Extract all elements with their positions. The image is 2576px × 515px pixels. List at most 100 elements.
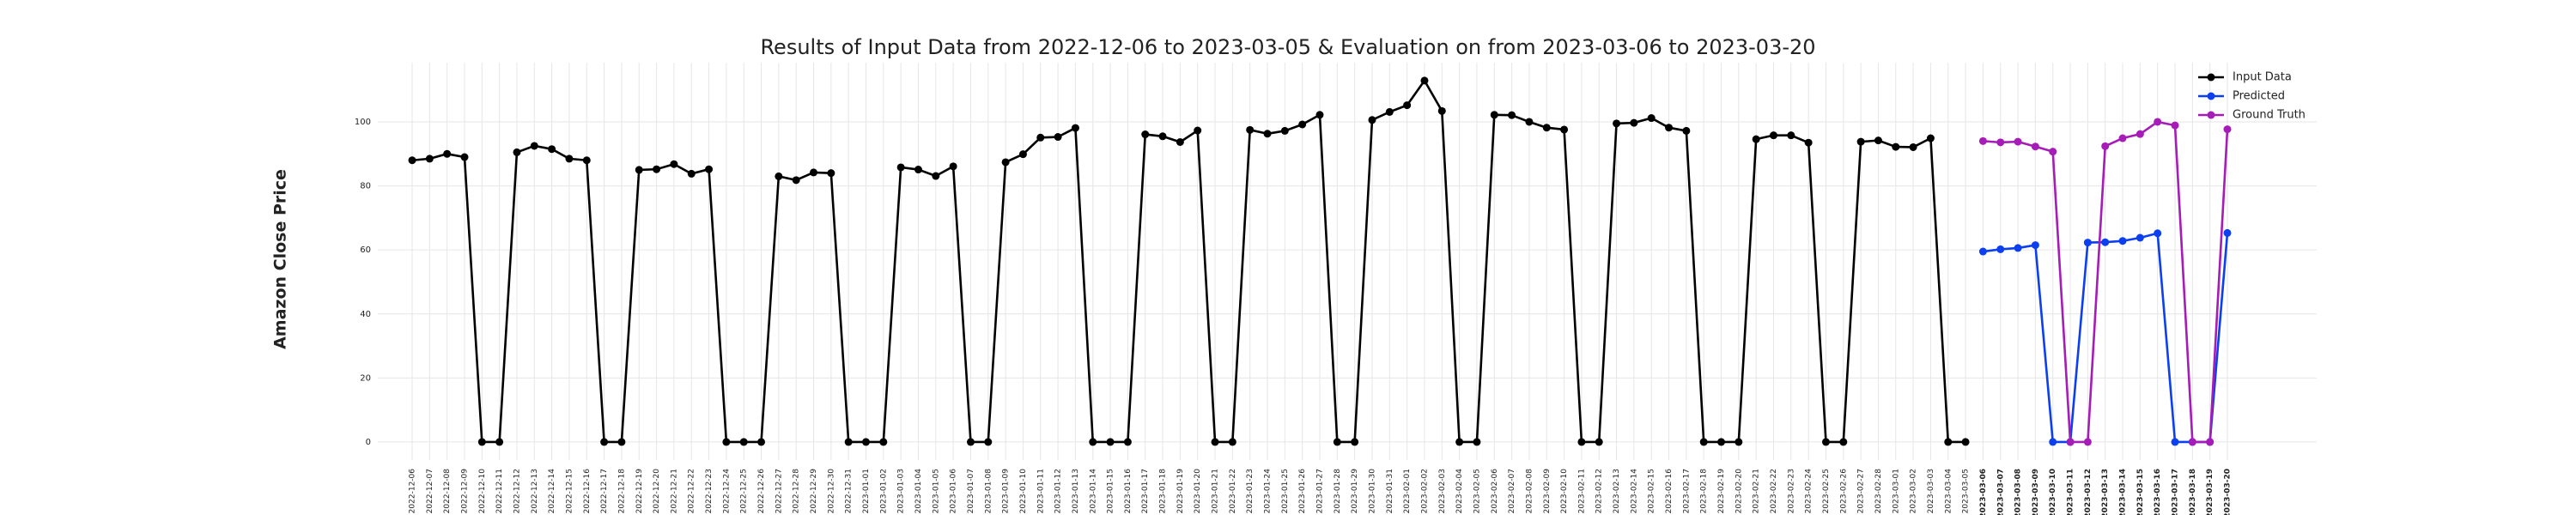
data-point: [1176, 137, 1184, 146]
data-point: [1455, 438, 1464, 446]
x-tick-label: 2022-12-26: [757, 469, 766, 514]
data-point: [1717, 438, 1726, 446]
x-tick-label: 2023-01-23: [1246, 469, 1255, 513]
x-tick-label: 2023-01-27: [1316, 469, 1325, 513]
data-point: [443, 149, 452, 158]
x-tick-label: 2023-01-28: [1334, 469, 1342, 514]
x-tick-label: 2023-02-05: [1473, 469, 1481, 513]
data-point: [513, 148, 521, 156]
data-point: [1123, 438, 1132, 446]
x-tick-label: 2022-12-08: [443, 469, 452, 514]
x-tick-label: 2023-03-01: [1892, 469, 1900, 513]
y-tick-label: 100: [355, 118, 371, 127]
data-point: [477, 438, 486, 446]
data-point: [1246, 125, 1255, 134]
x-tick-label: 2023-02-20: [1735, 469, 1743, 514]
data-point: [1385, 107, 1394, 116]
data-point: [1839, 438, 1848, 446]
x-tick-label: 2023-01-04: [914, 469, 923, 514]
data-point: [1263, 130, 1272, 138]
data-point: [1682, 126, 1691, 135]
data-point: [1665, 124, 1674, 132]
data-point: [1508, 111, 1516, 119]
x-tick-label: 2023-02-19: [1717, 469, 1726, 514]
data-point: [862, 438, 870, 446]
legend-marker: [2207, 73, 2215, 82]
x-tick-label: 2023-01-07: [967, 469, 975, 513]
legend-label: Input Data: [2233, 71, 2292, 84]
data-point: [932, 172, 940, 180]
data-point: [1420, 76, 1429, 85]
x-tick-label: 2023-01-13: [1072, 469, 1080, 513]
data-point: [705, 165, 714, 173]
data-point: [1018, 150, 1027, 159]
data-point: [1368, 116, 1376, 124]
x-tick-label: 2023-01-20: [1194, 469, 1202, 514]
data-point: [2223, 228, 2232, 237]
x-tick-label: 2023-02-03: [1438, 469, 1447, 513]
data-point: [1699, 438, 1708, 446]
x-tick-label: 2022-12-28: [793, 469, 801, 514]
data-point: [1978, 247, 1987, 256]
x-tick-label: 2023-02-10: [1560, 469, 1569, 514]
x-tick-label: 2023-02-12: [1595, 469, 1604, 513]
data-point: [1577, 438, 1586, 446]
data-point: [2223, 125, 2232, 134]
data-point: [1473, 438, 1481, 446]
x-tick-label: 2023-02-01: [1403, 469, 1412, 513]
data-point: [775, 172, 783, 180]
data-point: [1351, 438, 1359, 446]
x-tick-label: 2023-01-09: [1002, 469, 1011, 514]
data-point: [530, 142, 538, 150]
data-point: [1054, 133, 1062, 142]
legend-label: Predicted: [2233, 90, 2285, 103]
data-point: [2049, 438, 2057, 446]
x-tick-label: 2023-01-10: [1019, 469, 1028, 514]
data-point: [1194, 126, 1202, 135]
data-point: [1036, 133, 1045, 142]
x-tick-label: 2023-03-20: [2224, 469, 2233, 515]
data-point: [2188, 438, 2196, 446]
x-tick-label: 2023-01-19: [1176, 469, 1185, 514]
x-tick-label: 2023-02-08: [1525, 469, 1534, 514]
data-point: [408, 156, 416, 165]
x-tick-label: 2023-01-06: [950, 469, 958, 514]
x-tick-label: 2023-02-06: [1491, 469, 1499, 514]
data-point: [1961, 438, 1970, 446]
data-point: [460, 153, 469, 161]
grid: [378, 63, 2317, 460]
x-tick-label: 2023-01-24: [1264, 469, 1273, 514]
x-tick-label: 2023-01-12: [1054, 469, 1063, 513]
data-point: [1926, 134, 1935, 142]
x-tick-label: 2022-12-31: [845, 469, 854, 513]
data-point: [548, 145, 556, 154]
data-point: [1560, 125, 1569, 134]
series-line: [411, 79, 1966, 444]
data-point: [653, 165, 661, 173]
x-tick-label: 2022-12-17: [600, 469, 609, 513]
data-point: [1874, 136, 1882, 145]
data-point: [1787, 131, 1795, 140]
data-point: [1211, 438, 1219, 446]
x-tick-label: 2023-03-02: [1910, 469, 1918, 513]
x-tick-label: 2023-03-17: [2172, 469, 2180, 515]
chart-title: Results of Input Data from 2022-12-06 to…: [760, 35, 1815, 59]
x-tick-label: 2022-12-15: [565, 469, 574, 513]
data-point: [1158, 132, 1167, 141]
data-point: [1647, 114, 1656, 123]
x-tick-label: 2023-03-03: [1927, 469, 1935, 513]
data-point: [1944, 438, 1953, 446]
data-point: [670, 160, 678, 168]
x-tick-label: 2022-12-22: [688, 469, 696, 513]
x-tick-label: 2023-01-01: [862, 469, 871, 513]
data-point: [2083, 438, 2092, 446]
data-point: [600, 438, 609, 446]
x-tick-label: 2023-01-25: [1281, 469, 1290, 513]
data-point: [1280, 126, 1289, 135]
data-point: [1752, 135, 1760, 143]
x-tick-label: 2023-02-07: [1508, 469, 1516, 513]
data-point: [2014, 244, 2022, 252]
x-tick-label: 2023-03-18: [2189, 469, 2197, 515]
data-point: [2014, 137, 2022, 146]
data-point: [2118, 134, 2127, 142]
